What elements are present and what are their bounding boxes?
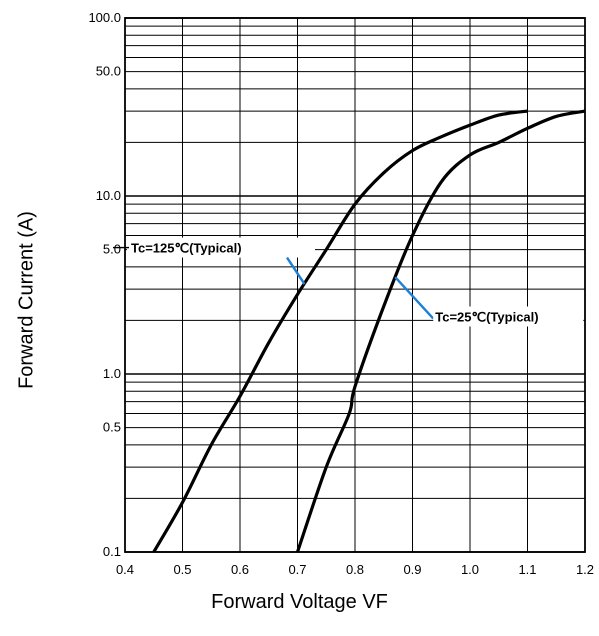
y-tick-label: 50.0 — [96, 64, 121, 79]
series-line-tc25 — [298, 111, 586, 552]
annotation-tc125-label: Tc=125℃(Typical) — [131, 241, 242, 256]
y-tick-label: 0.5 — [103, 420, 121, 435]
x-tick-label: 0.7 — [288, 562, 306, 577]
forward-iv-chart: 0.4 0.5 0.6 0.7 0.8 0.9 1.0 1.1 1.2 0.1 0.5 1.0 5.0 1… — [0, 0, 599, 580]
y-tick-label: 5.0 — [103, 242, 121, 257]
x-tick-label: 0.6 — [231, 562, 249, 577]
annotation-tc125-leader — [287, 258, 305, 284]
y-tick-label: 1.0 — [103, 366, 121, 381]
annotation-tc25-label: Tc=25℃(Typical) — [435, 310, 538, 325]
annotation-tc25-leader — [395, 277, 433, 318]
y-tick-label: 100.0 — [88, 10, 121, 25]
series-line-tc125 — [154, 111, 528, 552]
x-tick-label: 1.2 — [576, 562, 594, 577]
y-tick-label: 0.1 — [103, 544, 121, 559]
x-tick-label: 0.4 — [116, 562, 134, 577]
x-tick-label: 0.5 — [173, 562, 191, 577]
x-tick-label: 0.9 — [403, 562, 421, 577]
x-tick-label: 0.8 — [346, 562, 364, 577]
x-tick-label: 1.0 — [461, 562, 479, 577]
x-axis-title: Forward Voltage VF — [0, 591, 599, 614]
y-tick-label: 10.0 — [96, 188, 121, 203]
x-tick-label: 1.1 — [518, 562, 536, 577]
